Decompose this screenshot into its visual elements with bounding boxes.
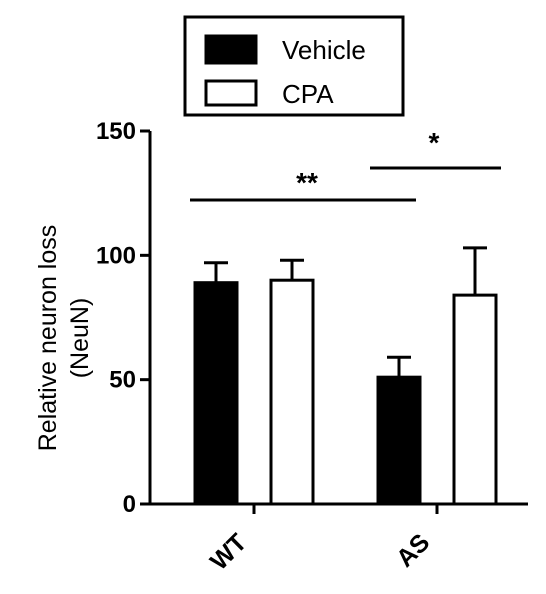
y-axis-title-line2: (NeuN): [66, 298, 94, 379]
legend-label-cpa: CPA: [282, 79, 334, 109]
significance-label-as-vehicle-vs-cpa: *: [429, 127, 440, 158]
y-axis-title-line1: Relative neuron loss: [34, 225, 62, 452]
y-tick-label-100: 100: [96, 242, 136, 269]
bar-wt-cpa: [269, 278, 315, 506]
legend: Vehicle CPA: [183, 15, 405, 117]
legend-swatch-vehicle: [204, 34, 258, 65]
y-tick-label-50: 50: [109, 367, 136, 394]
legend-swatch-cpa: [204, 79, 258, 107]
bar-as-vehicle: [376, 375, 422, 506]
y-tick-label-0: 0: [123, 491, 136, 518]
legend-label-vehicle: Vehicle: [282, 35, 366, 65]
significance-label-wt-vs-as: **: [296, 167, 318, 198]
x-tick-label-as: AS: [391, 528, 435, 572]
significance-markers: ** *: [190, 127, 501, 202]
y-tick-label-150: 150: [96, 118, 136, 145]
bar-as-cpa: [452, 293, 498, 506]
bar-wt-vehicle: [193, 281, 239, 506]
x-tick-label-wt: WT: [205, 528, 252, 575]
